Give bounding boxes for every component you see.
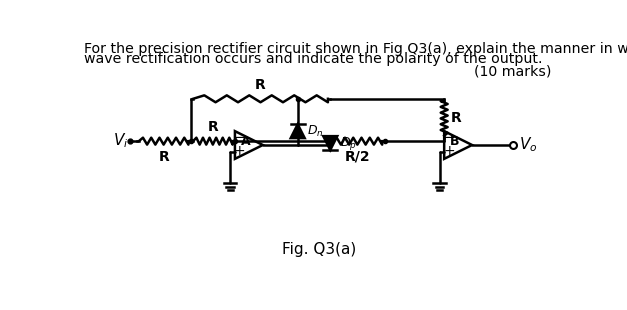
Polygon shape bbox=[324, 136, 337, 150]
Text: R: R bbox=[208, 120, 218, 134]
Text: $V_i$: $V_i$ bbox=[113, 131, 129, 150]
Text: R: R bbox=[158, 150, 169, 164]
Text: B: B bbox=[450, 135, 460, 148]
Text: −: − bbox=[233, 130, 246, 145]
Text: R: R bbox=[255, 78, 266, 92]
Text: R: R bbox=[450, 111, 461, 126]
Text: Fig. Q3(a): Fig. Q3(a) bbox=[282, 242, 356, 257]
Text: wave rectification occurs and indicate the polarity of the output.: wave rectification occurs and indicate t… bbox=[84, 52, 542, 66]
Polygon shape bbox=[291, 124, 305, 138]
Text: A: A bbox=[241, 135, 251, 148]
Text: −: − bbox=[443, 130, 455, 145]
Text: $D_n$: $D_n$ bbox=[307, 124, 324, 139]
Text: $D_p$: $D_p$ bbox=[340, 135, 356, 152]
Text: $V_o$: $V_o$ bbox=[519, 135, 537, 153]
Text: For the precision rectifier circuit shown in Fig Q3(a), explain the manner in wh: For the precision rectifier circuit show… bbox=[84, 42, 627, 56]
Text: R/2: R/2 bbox=[345, 150, 370, 164]
Text: +: + bbox=[443, 144, 455, 158]
Text: +: + bbox=[234, 144, 245, 158]
Text: (10 marks): (10 marks) bbox=[474, 64, 551, 78]
